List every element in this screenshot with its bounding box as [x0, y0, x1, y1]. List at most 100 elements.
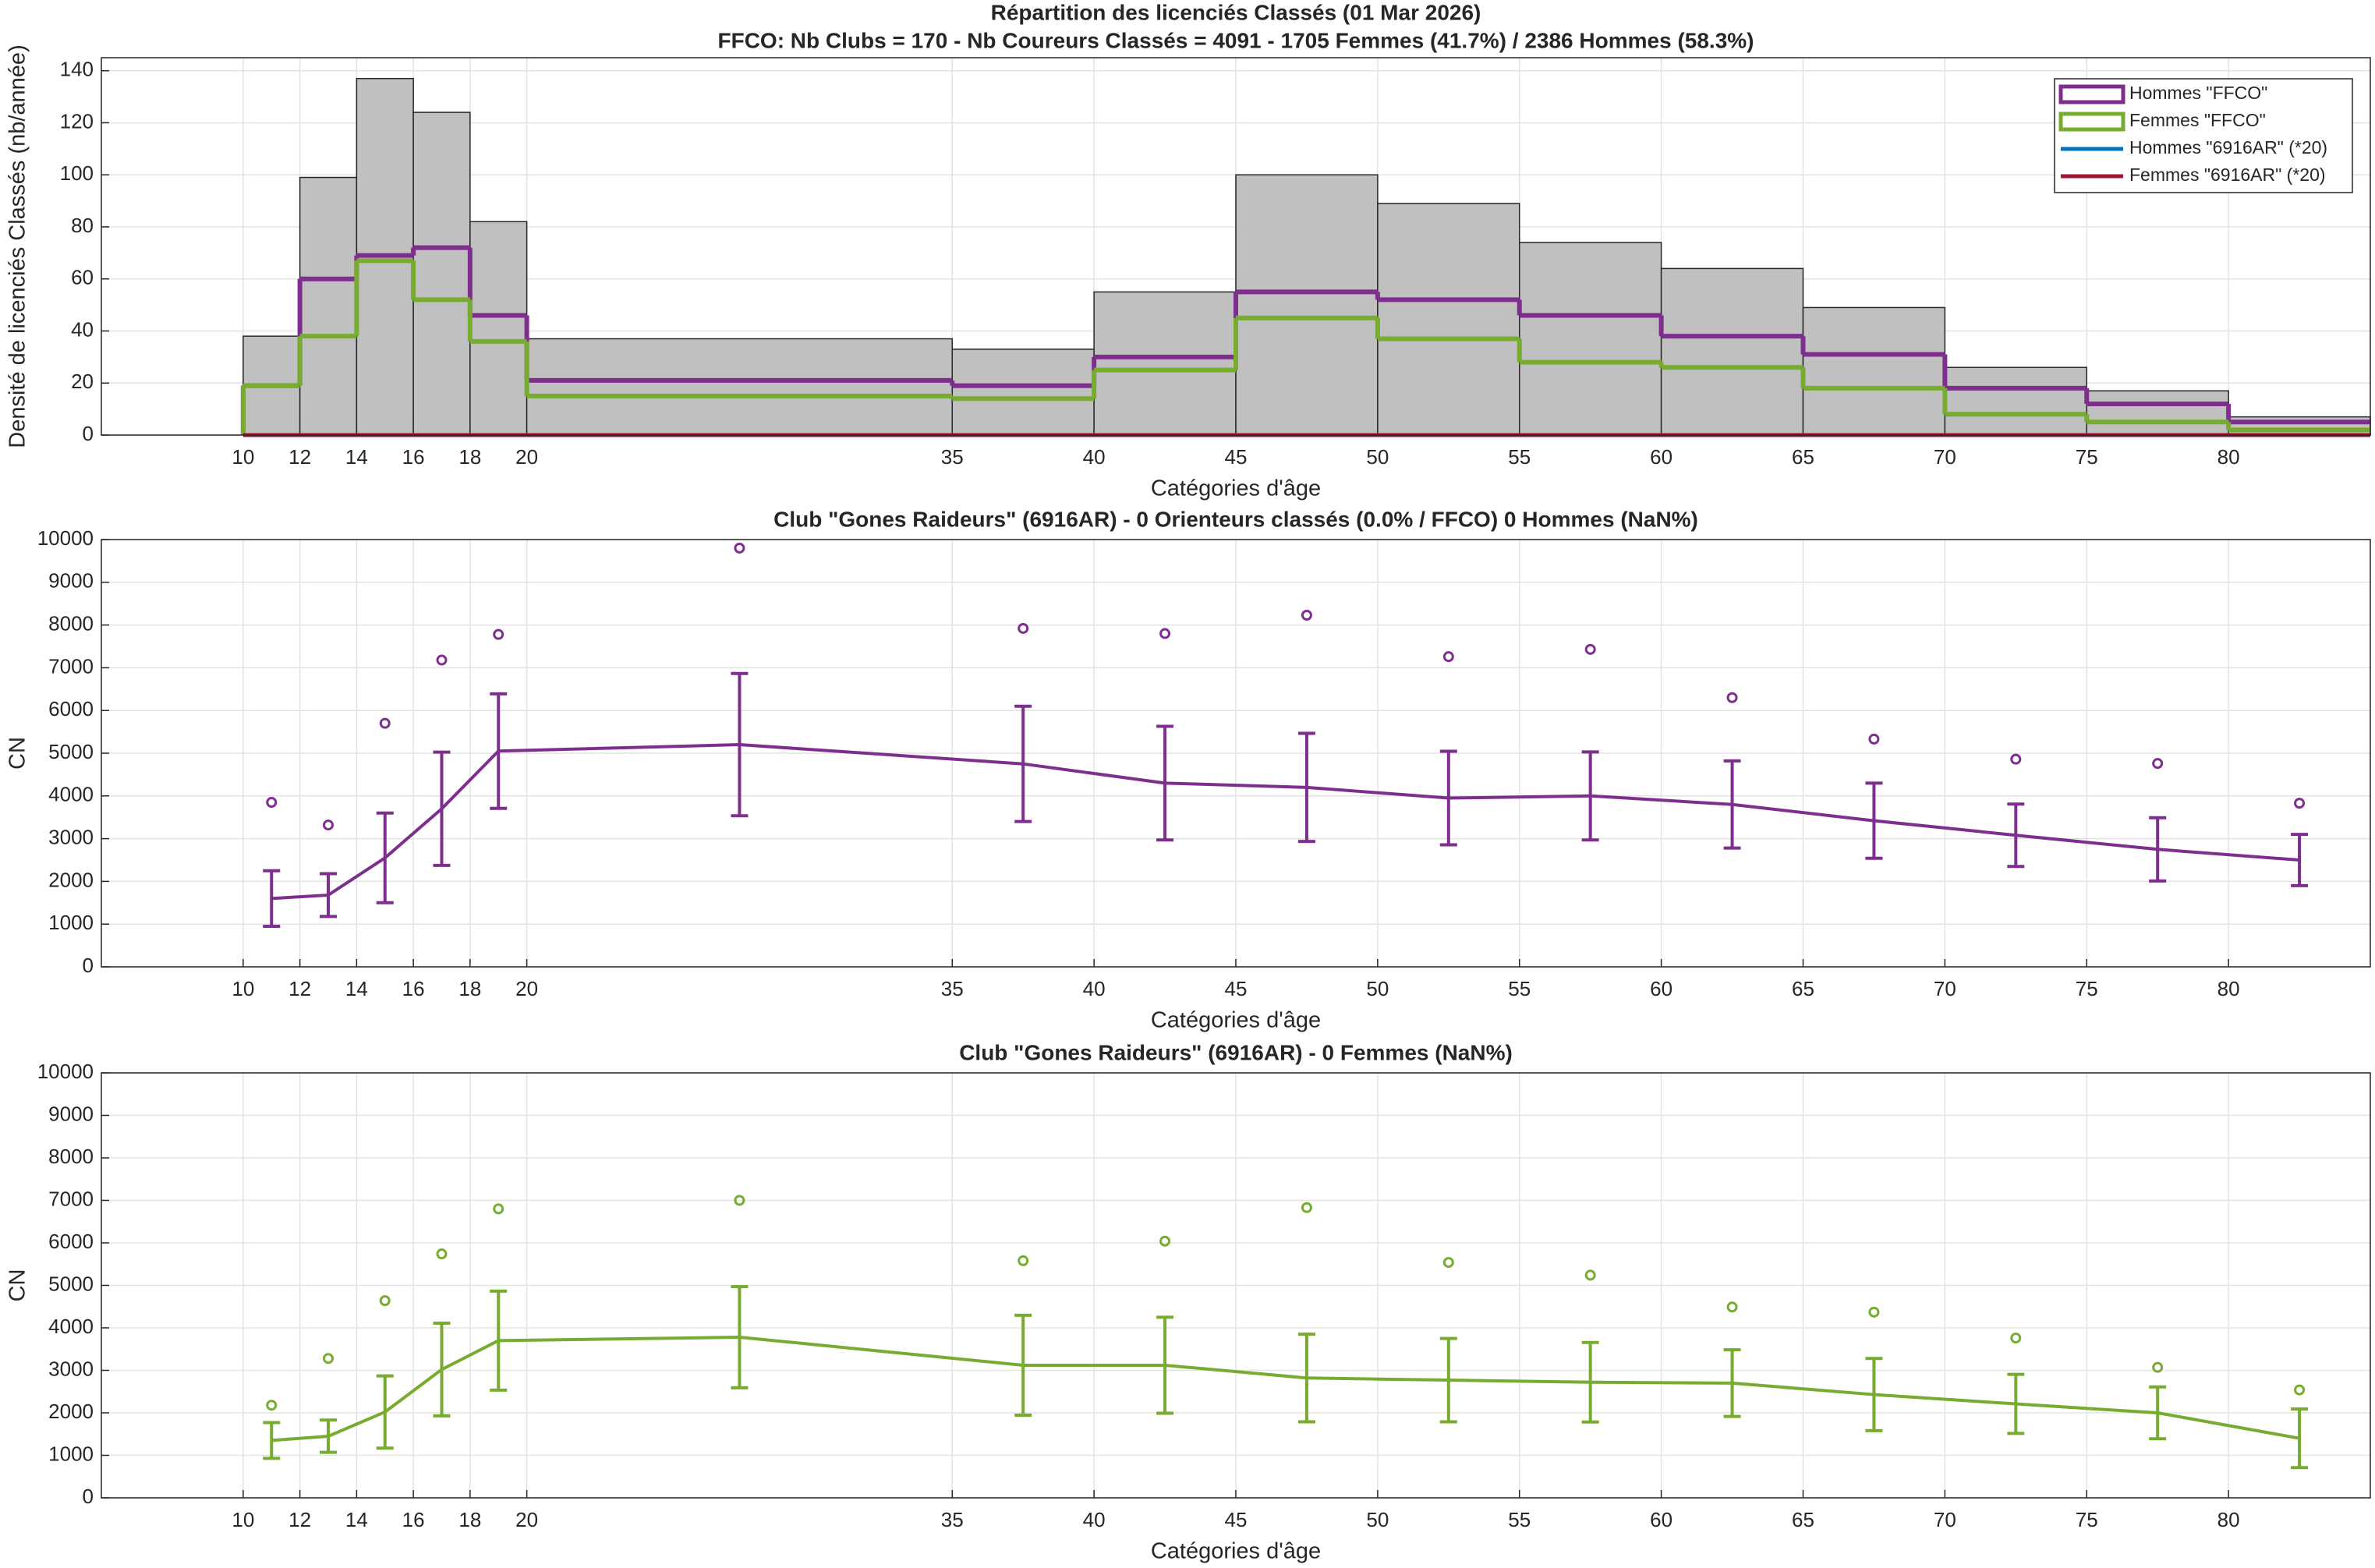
x-tick-label: 35: [941, 1508, 964, 1531]
histogram-bar: [1660, 267, 1804, 436]
x-tick-label: 18: [458, 977, 481, 1000]
x-tick-label: 70: [1934, 1508, 1956, 1531]
x-tick-label: 65: [1792, 1508, 1814, 1531]
x-tick-label: 45: [1225, 977, 1248, 1000]
axes-frame: [101, 1072, 2371, 1499]
outlier-marker: [266, 1400, 278, 1411]
error-bar: [1297, 731, 1315, 844]
error-bar: [1014, 1313, 1032, 1417]
y-tick-label: 40: [71, 317, 94, 341]
y-tick-label: 2000: [48, 868, 94, 891]
legend-label: Femmes "FFCO": [2129, 110, 2266, 130]
error-bar: [320, 1418, 337, 1454]
histogram-bar: [1519, 242, 1662, 436]
error-bar: [1865, 1357, 1883, 1432]
outlier-marker: [1726, 692, 1738, 703]
error-bar: [490, 1289, 508, 1392]
error-bar: [376, 1374, 394, 1450]
x-tick-label: 18: [458, 1508, 481, 1531]
error-bar: [731, 1285, 749, 1389]
outlier-marker: [2294, 1384, 2306, 1396]
error-bar: [2291, 833, 2309, 887]
x-tick-label: 75: [2076, 445, 2098, 469]
y-tick-label: 3000: [48, 825, 94, 848]
x-tick-label: 35: [941, 445, 964, 469]
x-tick-label: 14: [345, 977, 368, 1000]
x-tick-label: 45: [1225, 1508, 1248, 1531]
outlier-marker: [379, 1295, 391, 1307]
histogram-bar: [1944, 366, 2087, 436]
y-tick-label: 1000: [48, 1442, 94, 1465]
x-tick-label: 18: [458, 445, 481, 469]
y-tick-label: 6000: [48, 1230, 94, 1253]
y-tick-label: 1000: [48, 911, 94, 934]
legend-label: Hommes "6916AR" (*20): [2129, 137, 2327, 158]
x-tick-label: 80: [2217, 445, 2240, 469]
outlier-marker: [2010, 753, 2022, 765]
outlier-marker: [493, 628, 504, 640]
x-tick-label: 20: [515, 445, 538, 469]
error-bar: [1297, 1333, 1315, 1424]
x-tick-label: 14: [345, 1508, 368, 1531]
y-tick-label: 120: [60, 109, 94, 133]
outlier-marker: [734, 1195, 745, 1206]
histogram-bar: [469, 221, 528, 436]
histogram-bar: [526, 338, 953, 436]
outlier-marker: [266, 797, 278, 809]
x-tick-label: 70: [1934, 977, 1956, 1000]
error-bar: [263, 869, 281, 928]
histogram-bar: [951, 349, 1095, 436]
outlier-marker: [1018, 622, 1029, 634]
y-tick-label: 10000: [37, 1060, 94, 1083]
error-bar: [1014, 704, 1032, 823]
x-tick-label: 40: [1083, 1508, 1106, 1531]
x-tick-label: 10: [232, 445, 254, 469]
y-tick-label: 7000: [48, 1187, 94, 1210]
x-tick-label: 12: [288, 1508, 311, 1531]
y-tick-label: 20: [71, 370, 94, 393]
x-tick-label: 60: [1650, 977, 1672, 1000]
x-axis-label: Catégories d'âge: [1151, 1008, 1321, 1033]
x-tick-label: 65: [1792, 977, 1814, 1000]
y-tick-label: 8000: [48, 1145, 94, 1168]
x-tick-label: 65: [1792, 445, 1814, 469]
x-tick-label: 12: [288, 977, 311, 1000]
outlier-marker: [493, 1203, 504, 1215]
x-axis-label: Catégories d'âge: [1151, 1539, 1321, 1564]
outlier-marker: [1726, 1301, 1738, 1313]
error-bar: [1723, 1348, 1741, 1418]
y-axis-label: CN: [5, 1269, 30, 1302]
y-tick-label: 6000: [48, 697, 94, 720]
x-tick-label: 20: [515, 1508, 538, 1531]
histogram-bar: [1235, 174, 1379, 436]
y-tick-label: 8000: [48, 611, 94, 635]
x-tick-label: 55: [1508, 977, 1531, 1000]
x-tick-label: 50: [1366, 445, 1389, 469]
error-bar: [490, 692, 508, 810]
x-axis-label: Catégories d'âge: [1151, 476, 1321, 501]
error-bar: [731, 671, 749, 818]
outlier-marker: [1301, 609, 1312, 621]
chart-title: Répartition des licenciés Classés (01 Ma…: [991, 0, 1481, 24]
x-tick-label: 40: [1083, 445, 1106, 469]
error-bar: [1865, 781, 1883, 860]
y-tick-label: 9000: [48, 569, 94, 593]
x-tick-label: 50: [1366, 977, 1389, 1000]
y-tick-label: 4000: [48, 783, 94, 806]
error-bar: [2149, 1385, 2167, 1441]
outlier-marker: [1442, 1257, 1454, 1269]
y-tick-label: 10000: [37, 526, 94, 550]
histogram-bar: [2086, 390, 2229, 436]
series-line: [271, 1335, 2300, 1442]
outlier-marker: [436, 654, 448, 666]
legend-label: Femmes "6916AR" (*20): [2129, 165, 2326, 185]
histogram-bar: [1377, 203, 1520, 436]
y-tick-label: 0: [83, 422, 94, 445]
chart-title: Club "Gones Raideurs" (6916AR) - 0 Orien…: [773, 507, 1698, 531]
y-axis-label: Densité de licenciés Classés (nb/année): [5, 44, 30, 448]
x-tick-label: 60: [1650, 1508, 1672, 1531]
y-tick-label: 5000: [48, 1272, 94, 1295]
outlier-marker: [1301, 1202, 1312, 1213]
chart-subtitle: FFCO: Nb Clubs = 170 - Nb Coureurs Class…: [718, 28, 1754, 52]
